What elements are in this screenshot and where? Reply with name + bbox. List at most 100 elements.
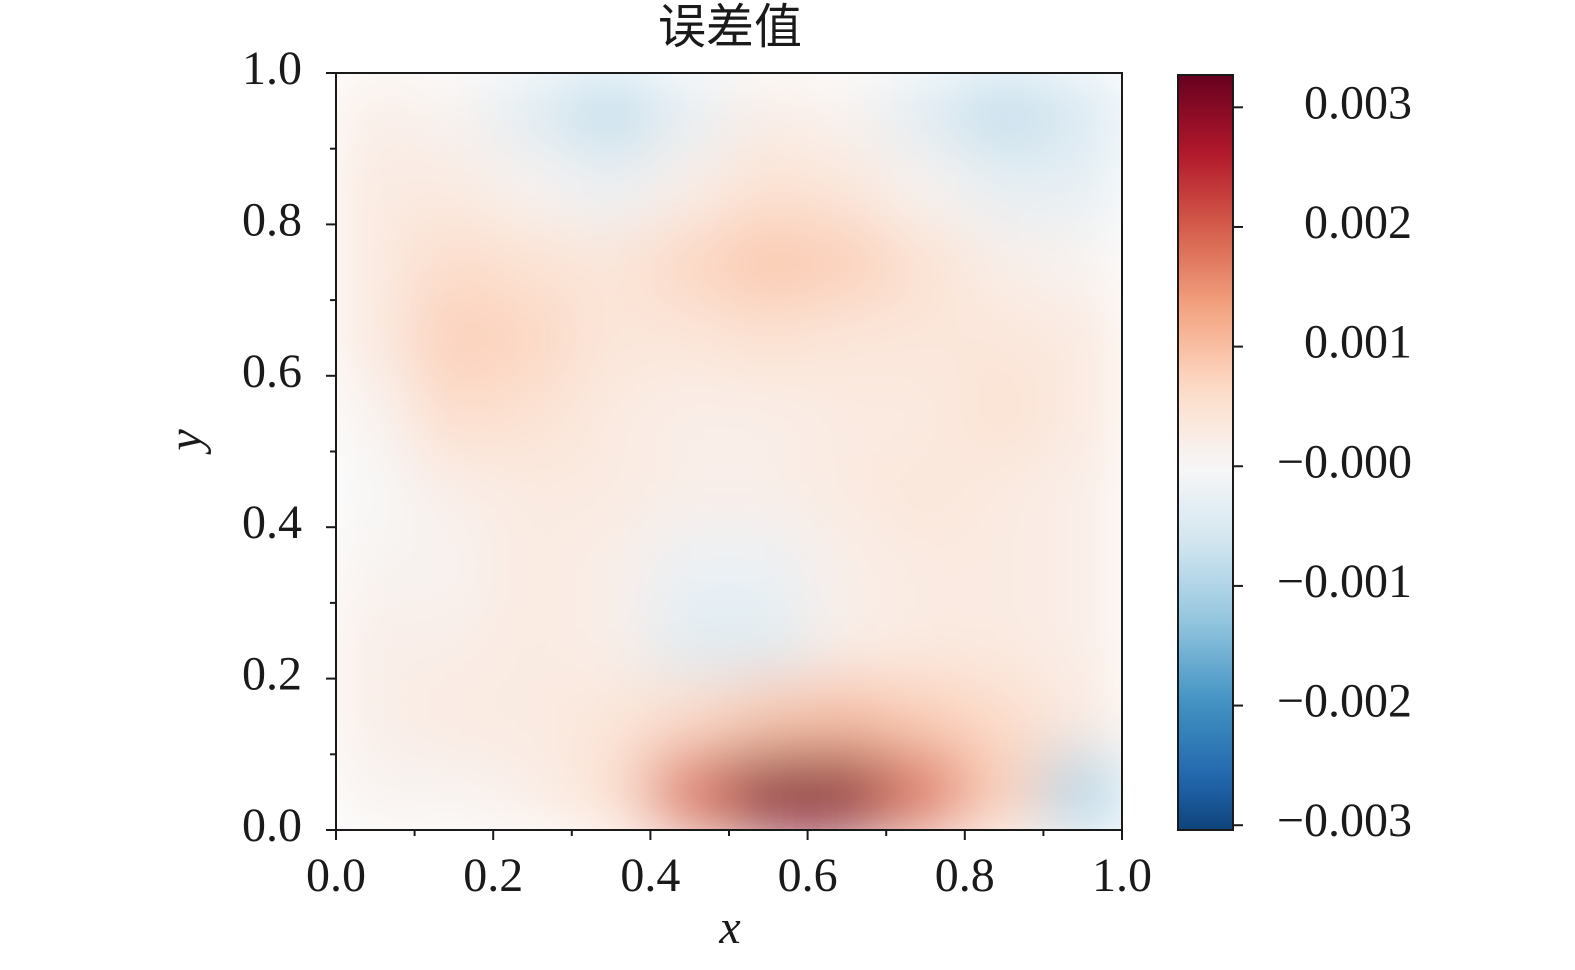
heat-cell	[1042, 526, 1122, 604]
heat-cell	[963, 73, 1045, 150]
heat-cell	[806, 601, 888, 680]
heat-cell	[806, 753, 888, 830]
y-axis-label: y	[159, 429, 212, 456]
heat-cell	[570, 299, 652, 377]
heat-cell	[728, 753, 809, 830]
heat-cell	[728, 374, 809, 453]
heat-cell	[413, 601, 495, 680]
heat-cell	[963, 223, 1045, 302]
x-tick-label: 0.4	[620, 849, 680, 902]
x-tick-label: 0.2	[463, 849, 523, 902]
heat-cell	[885, 147, 966, 226]
heat-cell	[1042, 374, 1122, 453]
heat-cell	[570, 677, 652, 756]
y-tick-label: 0.8	[242, 193, 302, 246]
heat-cell	[492, 601, 573, 680]
heat-cell	[728, 147, 809, 226]
heat-cell	[806, 450, 888, 529]
colorbar-tick-label: 0.002	[1304, 196, 1412, 249]
heat-cell	[649, 73, 730, 150]
heat-cell	[963, 601, 1045, 680]
heat-cell	[963, 147, 1045, 226]
heat-cell	[492, 753, 573, 830]
heat-cell	[1042, 677, 1122, 756]
heat-cell	[336, 450, 416, 529]
heat-cell	[492, 147, 573, 226]
heat-cell	[885, 526, 966, 604]
colorbar-tick-label: −0.001	[1277, 555, 1412, 608]
heat-cell	[336, 374, 416, 453]
heat-cell	[1042, 601, 1122, 680]
heat-cell	[885, 73, 966, 150]
heat-cell	[413, 526, 495, 604]
x-tick-label: 0.0	[306, 849, 366, 902]
heat-cell	[492, 677, 573, 756]
x-axis-label: x	[718, 901, 740, 954]
heat-cell	[492, 299, 573, 377]
heat-cell	[806, 223, 888, 302]
heat-cell	[1042, 450, 1122, 529]
colorbar-tick-label: −0.002	[1277, 675, 1412, 728]
colorbar	[1177, 74, 1234, 831]
heat-cell	[963, 753, 1045, 830]
heat-cell	[649, 147, 730, 226]
heat-cell	[413, 753, 495, 830]
heat-cell	[728, 450, 809, 529]
heat-cell	[570, 374, 652, 453]
heat-cell	[728, 601, 809, 680]
heat-cell	[963, 450, 1045, 529]
heat-cell	[492, 73, 573, 150]
colorbar-tick-label: 0.003	[1304, 76, 1412, 129]
heat-cell	[885, 223, 966, 302]
field-clip	[336, 73, 1122, 830]
x-tick-label: 1.0	[1092, 849, 1152, 902]
heat-cell	[570, 147, 652, 226]
heat-cell	[649, 374, 730, 453]
heat-cell	[649, 223, 730, 302]
colorbar-tick-label: −0.000	[1277, 435, 1412, 488]
heat-cell	[1042, 147, 1122, 226]
heat-cell	[336, 223, 416, 302]
heat-cell	[570, 601, 652, 680]
heat-cell	[885, 450, 966, 529]
heat-cell	[336, 753, 416, 830]
heat-cell	[336, 147, 416, 226]
heat-cell	[336, 73, 416, 150]
heat-cell	[413, 147, 495, 226]
heat-cell	[806, 147, 888, 226]
heat-cell	[728, 526, 809, 604]
heat-cell	[570, 526, 652, 604]
heat-cell	[413, 299, 495, 377]
heat-cell	[1042, 299, 1122, 377]
colorbar-tick-label: −0.003	[1277, 794, 1412, 847]
heat-cell	[336, 299, 416, 377]
heat-cell	[885, 299, 966, 377]
heat-cell	[570, 753, 652, 830]
heat-cell	[492, 526, 573, 604]
heat-cell	[649, 299, 730, 377]
heat-cell	[885, 374, 966, 453]
heat-cell	[1042, 223, 1122, 302]
heat-cell	[728, 677, 809, 756]
chart-title: 误差值	[658, 1, 802, 54]
heat-cell	[336, 601, 416, 680]
heat-cell	[413, 374, 495, 453]
heat-cell	[336, 677, 416, 756]
heat-cell	[885, 601, 966, 680]
heat-cell	[963, 677, 1045, 756]
heat-cell	[885, 677, 966, 756]
heat-cell	[728, 223, 809, 302]
y-tick-label: 0.0	[242, 799, 302, 852]
heat-cell	[649, 601, 730, 680]
heat-cell	[963, 299, 1045, 377]
field	[336, 73, 1122, 830]
x-tick-label: 0.6	[778, 849, 838, 902]
heat-cell	[413, 73, 495, 150]
heat-cell	[806, 299, 888, 377]
heat-cell	[492, 374, 573, 453]
colorbar-tick-label: 0.001	[1304, 316, 1412, 369]
y-tick-label: 0.2	[242, 648, 302, 701]
heat-cell	[336, 526, 416, 604]
heat-cell	[806, 526, 888, 604]
